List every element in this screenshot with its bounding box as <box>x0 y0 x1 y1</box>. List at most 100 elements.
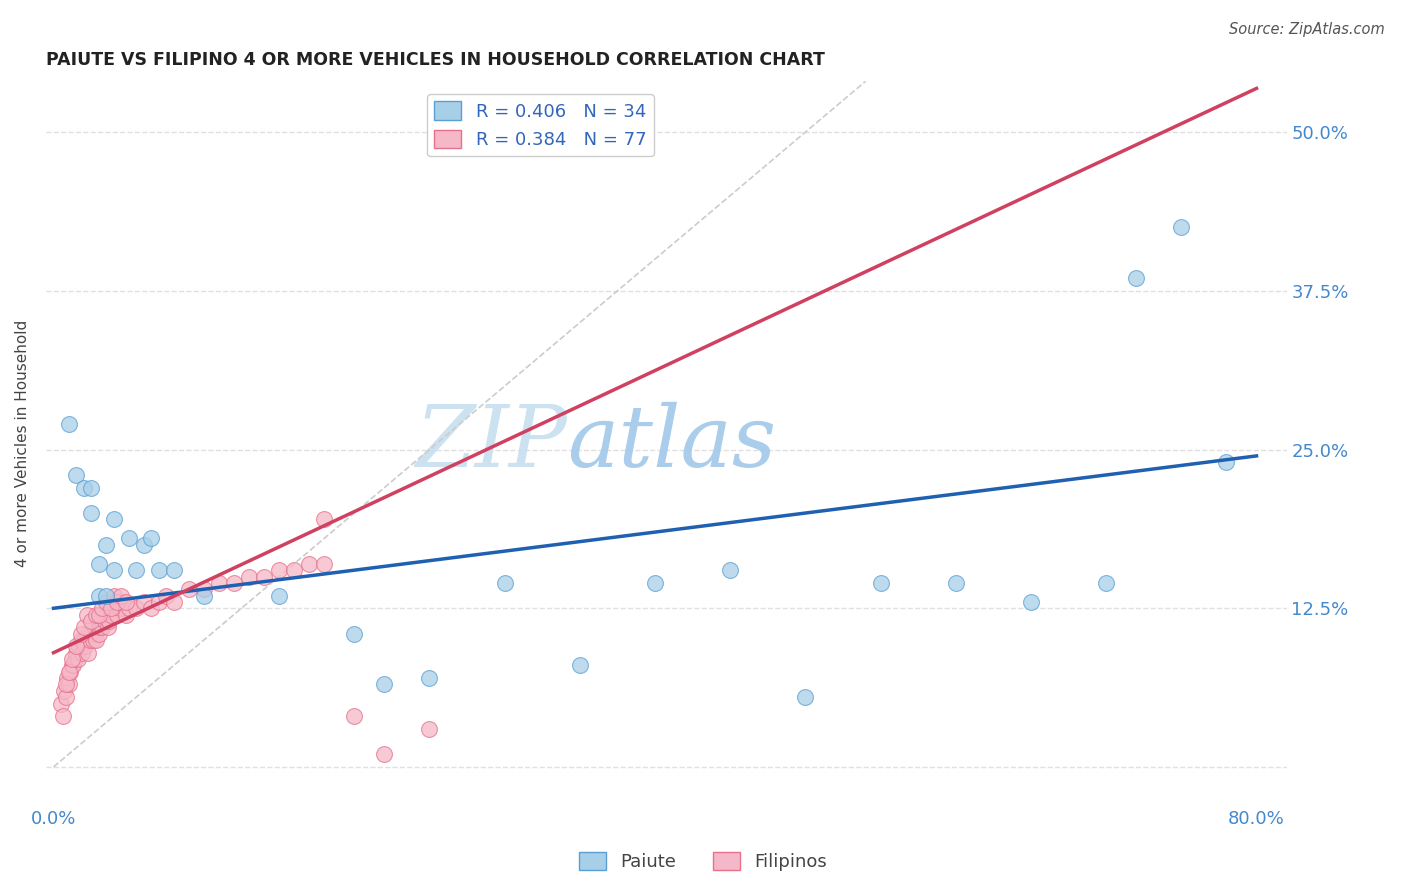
Point <box>373 677 395 691</box>
Point <box>105 595 128 609</box>
Text: PAIUTE VS FILIPINO 4 OR MORE VEHICLES IN HOUSEHOLD CORRELATION CHART: PAIUTE VS FILIPINO 4 OR MORE VEHICLES IN… <box>46 51 825 69</box>
Point <box>53 683 76 698</box>
Point <box>208 575 231 590</box>
Point <box>60 658 83 673</box>
Point <box>87 626 110 640</box>
Point <box>94 607 117 622</box>
Point <box>125 601 148 615</box>
Point <box>87 589 110 603</box>
Point <box>56 671 79 685</box>
Point <box>945 575 967 590</box>
Point <box>80 626 103 640</box>
Point <box>63 652 86 666</box>
Point <box>238 569 260 583</box>
Point <box>103 589 125 603</box>
Point <box>1125 271 1147 285</box>
Point <box>100 601 122 615</box>
Point <box>97 620 120 634</box>
Point <box>132 595 155 609</box>
Point <box>80 506 103 520</box>
Point <box>103 563 125 577</box>
Point <box>87 557 110 571</box>
Point <box>1215 455 1237 469</box>
Point <box>55 690 77 705</box>
Point <box>84 633 107 648</box>
Text: Source: ZipAtlas.com: Source: ZipAtlas.com <box>1229 22 1385 37</box>
Point <box>58 677 80 691</box>
Point <box>114 595 136 609</box>
Point <box>103 512 125 526</box>
Point <box>72 620 94 634</box>
Point <box>72 633 94 648</box>
Point <box>794 690 817 705</box>
Point <box>58 665 80 679</box>
Point <box>343 626 366 640</box>
Point <box>94 589 117 603</box>
Legend: Paiute, Filipinos: Paiute, Filipinos <box>572 845 834 879</box>
Point <box>65 646 87 660</box>
Point <box>298 557 321 571</box>
Point <box>93 614 115 628</box>
Point <box>148 595 170 609</box>
Point <box>90 601 112 615</box>
Point <box>87 607 110 622</box>
Point <box>267 563 290 577</box>
Point <box>103 595 125 609</box>
Point <box>314 512 336 526</box>
Point <box>72 481 94 495</box>
Point <box>91 607 114 622</box>
Point <box>80 481 103 495</box>
Point <box>253 569 276 583</box>
Point <box>494 575 516 590</box>
Point <box>67 640 90 654</box>
Point <box>1095 575 1118 590</box>
Point <box>1170 220 1192 235</box>
Point <box>75 640 97 654</box>
Point <box>55 677 77 691</box>
Point <box>163 595 186 609</box>
Point <box>100 607 122 622</box>
Point <box>79 633 101 648</box>
Point <box>163 563 186 577</box>
Point <box>65 640 87 654</box>
Point <box>141 532 163 546</box>
Point <box>110 589 132 603</box>
Point <box>118 532 141 546</box>
Point <box>86 620 108 634</box>
Point <box>94 538 117 552</box>
Point <box>718 563 741 577</box>
Point <box>1019 595 1042 609</box>
Point <box>118 601 141 615</box>
Point <box>114 607 136 622</box>
Point <box>568 658 591 673</box>
Text: ZIP: ZIP <box>415 402 567 484</box>
Point <box>644 575 666 590</box>
Point <box>82 633 104 648</box>
Point <box>418 722 440 736</box>
Point <box>51 709 73 723</box>
Point <box>76 607 98 622</box>
Point <box>94 595 117 609</box>
Point <box>77 646 100 660</box>
Point <box>141 601 163 615</box>
Point <box>58 417 80 432</box>
Point <box>283 563 305 577</box>
Point <box>869 575 891 590</box>
Point <box>373 747 395 762</box>
Point <box>60 652 83 666</box>
Point <box>98 614 121 628</box>
Point <box>80 614 103 628</box>
Point <box>65 467 87 482</box>
Y-axis label: 4 or more Vehicles in Household: 4 or more Vehicles in Household <box>15 319 30 566</box>
Point <box>59 665 82 679</box>
Point <box>111 595 134 609</box>
Point <box>69 626 91 640</box>
Point <box>84 607 107 622</box>
Point <box>105 607 128 622</box>
Point <box>89 620 111 634</box>
Point <box>132 538 155 552</box>
Point <box>49 697 72 711</box>
Point <box>193 589 215 603</box>
Point <box>70 646 93 660</box>
Point <box>76 626 98 640</box>
